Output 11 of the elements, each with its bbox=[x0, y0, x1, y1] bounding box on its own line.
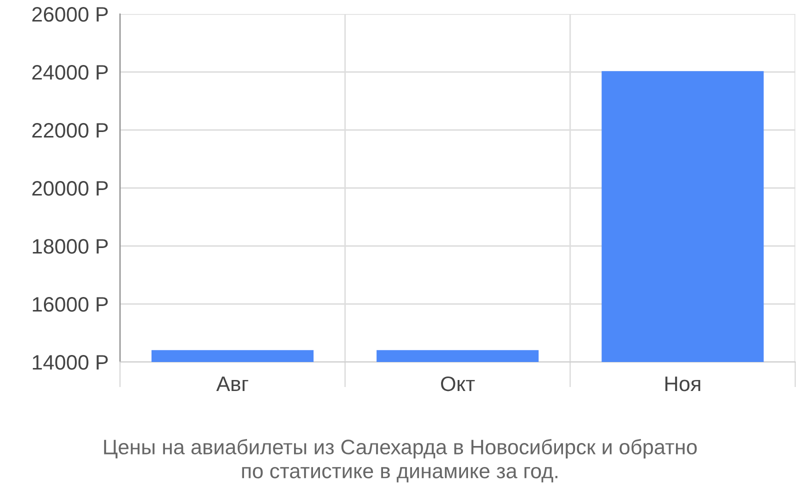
x-tick-label: Ноя bbox=[665, 376, 700, 392]
y-tick-label: 24000 Р bbox=[32, 65, 108, 80]
x-tick-label: Авг bbox=[216, 376, 248, 391]
y-tick-label: 22000 Р bbox=[32, 123, 108, 138]
y-tick-label: 26000 Р bbox=[32, 7, 108, 22]
y-tick-label: 16000 Р bbox=[32, 297, 108, 312]
y-tick-label: 14000 Р bbox=[32, 355, 108, 370]
y-tick-label: 20000 Р bbox=[32, 181, 108, 196]
text: Цены на авиабилеты из Салехарда в Новосибирск и обратно по статистике в динамике за год. bbox=[104, 438, 697, 482]
y-tick-label: 18000 Р bbox=[32, 239, 108, 254]
x-tick-label: Окт bbox=[441, 376, 475, 392]
